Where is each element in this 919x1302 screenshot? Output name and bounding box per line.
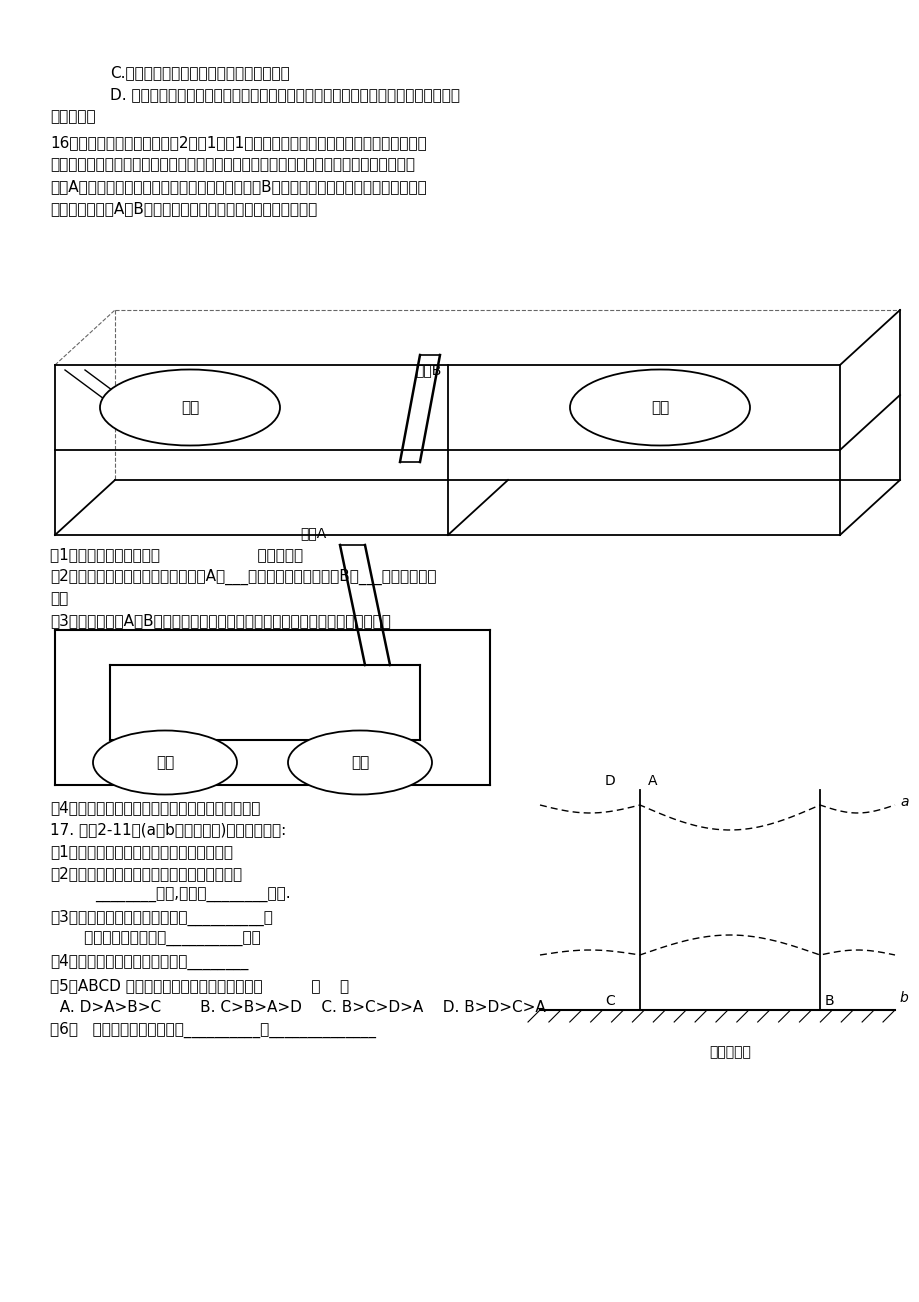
Text: （5）ABCD 四处气压由高到低的排列正确的是          （    ）: （5）ABCD 四处气压由高到低的排列正确的是 （ ） <box>50 978 348 993</box>
Text: （1）画出大气在水平方向和垂直方向的运动: （1）画出大气在水平方向和垂直方向的运动 <box>50 844 233 859</box>
Text: 电炉: 电炉 <box>181 400 199 415</box>
Text: ________运动,再形成________运动.: ________运动,再形成________运动. <box>95 888 290 904</box>
Text: （2）在电炉通电一段时间之后，纸片A向___（填左或右）偏，纸片B向___（填左或右）: （2）在电炉通电一段时间之后，纸片A向___（填左或右）偏，纸片B向___（填左… <box>50 569 436 585</box>
Text: （6）   大气热力环流的实例有__________和______________: （6） 大气热力环流的实例有__________和______________ <box>50 1022 376 1038</box>
Text: A: A <box>647 773 657 788</box>
Text: 17. 读图2-11，(a、b表示等压面)完成下列要求:: 17. 读图2-11，(a、b表示等压面)完成下列要求: <box>50 822 286 837</box>
Text: 电炉: 电炉 <box>155 755 174 769</box>
Text: 偏。: 偏。 <box>50 591 68 605</box>
Text: （3）试根据纸片A、B的偏动情况，在下面图中画出空气运动方向解析这一现象。: （3）试根据纸片A、B的偏动情况，在下面图中画出空气运动方向解析这一现象。 <box>50 613 391 628</box>
Text: D: D <box>604 773 614 788</box>
Text: 纸片B: 纸片B <box>414 363 441 378</box>
Text: 之后，根据纸片A、B的偏动情况，可以模拟验证某一地理原理。: 之后，根据纸片A、B的偏动情况，可以模拟验证某一地理原理。 <box>50 201 317 216</box>
Text: （4）举出这种运动形式在地理环境中的两个实例。: （4）举出这种运动形式在地理环境中的两个实例。 <box>50 799 260 815</box>
Text: D. 在不考虑摩擦力情况下，当气压梯度力与地转偏向力大小相等方向相反时，风向与: D. 在不考虑摩擦力情况下，当气压梯度力与地转偏向力大小相等方向相反时，风向与 <box>110 87 460 102</box>
Text: a: a <box>899 796 908 809</box>
Text: （4）大气水平运动的直接原因是________: （4）大气水平运动的直接原因是________ <box>50 954 248 970</box>
Ellipse shape <box>570 370 749 445</box>
Text: （1）以上实验要验证的是                    地理原理。: （1）以上实验要验证的是 地理原理。 <box>50 547 302 562</box>
Text: 等压线平行: 等压线平行 <box>50 109 96 124</box>
Text: C.地转偏向力与气压梯度力始终是垂直关系: C.地转偏向力与气压梯度力始终是垂直关系 <box>110 65 289 79</box>
Ellipse shape <box>100 370 279 445</box>
Text: b: b <box>899 991 908 1005</box>
Text: （2）图中所示的热力环流形成的过程是：先有: （2）图中所示的热力环流形成的过程是：先有 <box>50 866 242 881</box>
Text: 别放置一个电炉（有导线连到柜外）和一大盆冰块。在玻璃柜顶面中部的内壁贴一张下垂的: 别放置一个电炉（有导线连到柜外）和一大盆冰块。在玻璃柜顶面中部的内壁贴一张下垂的 <box>50 158 414 172</box>
Text: 冰块: 冰块 <box>350 755 369 769</box>
Text: 冰块: 冰块 <box>650 400 668 415</box>
Text: A. D>A>B>C        B. C>B>A>D    C. B>C>D>A    D. B>D>C>A: A. D>A>B>C B. C>B>A>D C. B>C>D>A D. B>D>… <box>50 1000 545 1016</box>
Text: 纸片A，在玻璃柜底面中部的内壁贴一张竖立的纸片B（如下图所示）。在电炉通电一段时间: 纸片A，在玻璃柜底面中部的内壁贴一张竖立的纸片B（如下图所示）。在电炉通电一段时… <box>50 178 426 194</box>
Text: （3）热力环流形成的根本原因是__________，: （3）热力环流形成的根本原因是__________， <box>50 910 273 926</box>
Text: 纸片A: 纸片A <box>300 526 326 540</box>
Text: 它是大气运动的一种__________形式: 它是大气运动的一种__________形式 <box>50 932 260 947</box>
Ellipse shape <box>93 730 237 794</box>
Ellipse shape <box>288 730 432 794</box>
Text: 图２－１１: 图２－１１ <box>709 1046 750 1059</box>
Text: C: C <box>605 993 614 1008</box>
Text: 16、在一个长、宽、高分别是2米、1米和1米且六面都封闭的透明玻璃柜内，底面两侧分: 16、在一个长、宽、高分别是2米、1米和1米且六面都封闭的透明玻璃柜内，底面两侧… <box>50 135 426 150</box>
Text: B: B <box>824 993 834 1008</box>
